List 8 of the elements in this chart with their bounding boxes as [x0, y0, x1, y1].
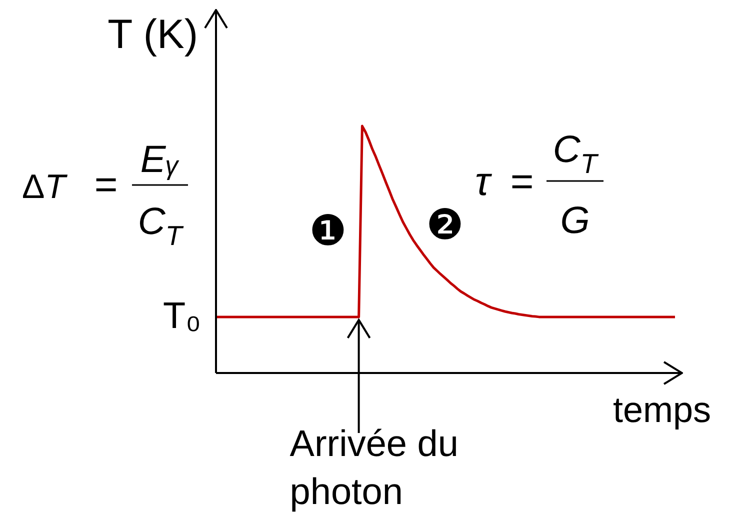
annotation: ❷: [426, 200, 464, 249]
x-axis-title: temps: [613, 389, 712, 430]
y-axis-title: T (K): [108, 11, 198, 57]
text: Arrivée du photon: [290, 422, 460, 514]
annotation: ❶: [309, 206, 347, 255]
annotation: τ = C$_{T}$ G: [475, 129, 600, 242]
text: T₀: [163, 294, 201, 336]
text: ΔT = Eᵧ C$_{T}$: [22, 139, 184, 252]
